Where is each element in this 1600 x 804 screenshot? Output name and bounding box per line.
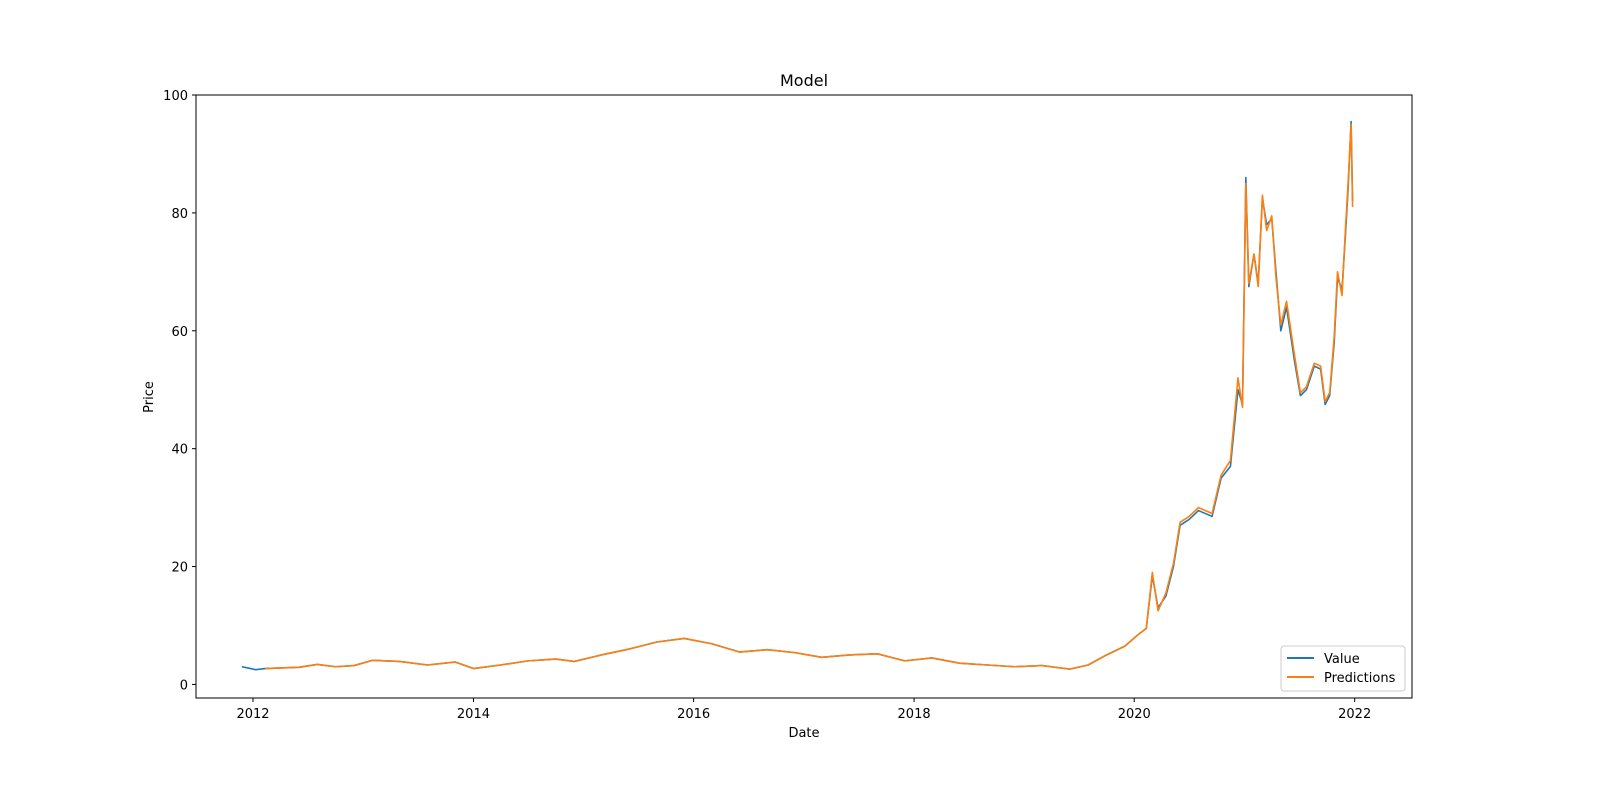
y-tick-label: 80 bbox=[171, 207, 188, 222]
x-tick-label: 2012 bbox=[236, 707, 269, 722]
y-tick-label: 100 bbox=[163, 89, 188, 104]
y-axis: 0 20 40 60 80 100 bbox=[163, 89, 196, 693]
series-layer bbox=[241, 120, 1354, 671]
chart-title: Model bbox=[780, 71, 828, 90]
legend: Value Predictions bbox=[1280, 645, 1406, 692]
x-axis: 2012 2014 2016 2018 2020 2022 bbox=[236, 698, 1371, 722]
legend-label-value: Value bbox=[1324, 652, 1360, 667]
x-tick-label: 2022 bbox=[1338, 707, 1371, 722]
y-tick-label: 0 bbox=[180, 678, 188, 693]
y-tick-label: 40 bbox=[171, 443, 188, 458]
x-tick-label: 2018 bbox=[898, 707, 931, 722]
x-tick-label: 2016 bbox=[677, 707, 710, 722]
y-tick-label: 20 bbox=[171, 561, 188, 576]
x-tick-label: 2014 bbox=[457, 707, 490, 722]
x-tick-label: 2020 bbox=[1118, 707, 1151, 722]
legend-label-predictions: Predictions bbox=[1324, 671, 1396, 686]
y-tick-label: 60 bbox=[171, 325, 188, 340]
x-axis-label: Date bbox=[788, 726, 819, 741]
plot-area-frame bbox=[195, 94, 1413, 699]
y-axis-label: Price bbox=[142, 381, 157, 413]
series-line-predictions bbox=[265, 123, 1354, 670]
